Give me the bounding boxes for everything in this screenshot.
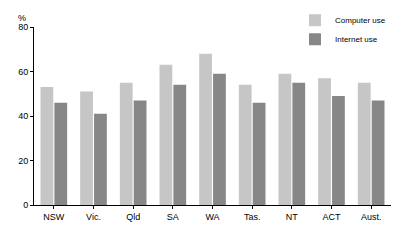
svg-text:20: 20 <box>18 156 28 166</box>
svg-text:WA: WA <box>205 212 219 222</box>
svg-text:SA: SA <box>167 212 179 222</box>
svg-text:Qld: Qld <box>126 212 140 222</box>
svg-text:Computer use: Computer use <box>335 16 386 25</box>
svg-text:80: 80 <box>18 22 28 32</box>
svg-text:%: % <box>18 13 26 23</box>
svg-text:NT: NT <box>286 212 298 222</box>
svg-text:Aust.: Aust. <box>361 212 382 222</box>
svg-text:Vic.: Vic. <box>86 212 101 222</box>
svg-text:NSW: NSW <box>43 212 65 222</box>
svg-text:Tas.: Tas. <box>244 212 261 222</box>
svg-text:0: 0 <box>23 200 28 210</box>
svg-text:Internet use: Internet use <box>335 35 378 44</box>
svg-text:60: 60 <box>18 67 28 77</box>
svg-text:40: 40 <box>18 111 28 121</box>
svg-text:ACT: ACT <box>323 212 342 222</box>
